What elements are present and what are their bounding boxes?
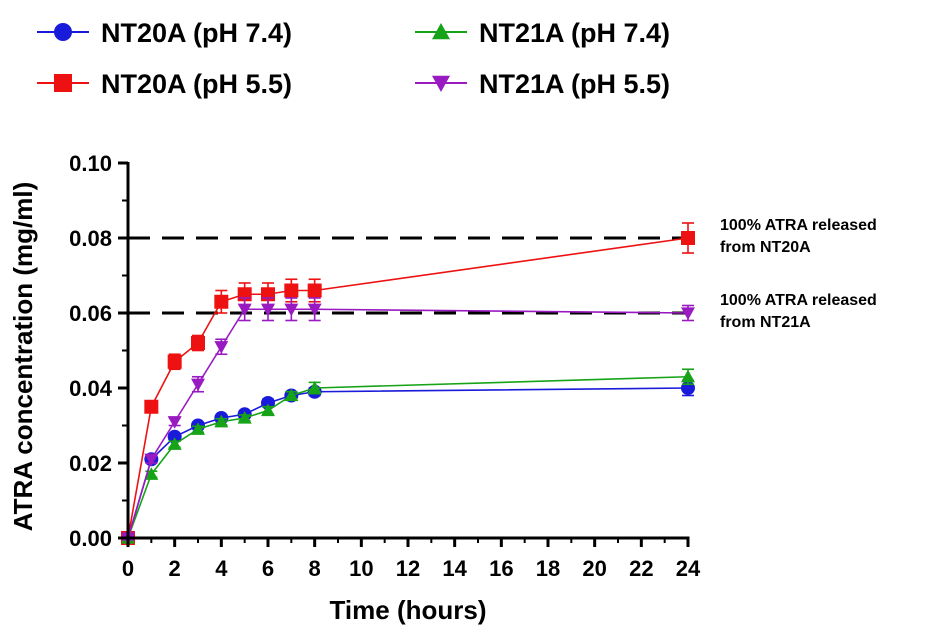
- legend-item: NT21A (pH 7.4): [415, 18, 670, 48]
- axes: 0 2 4 6 8 10 12 14 16 18 20 22 240.000.020.040.060.0…: [69, 151, 701, 581]
- reference-label: 100% ATRA released: [720, 292, 877, 309]
- data-point: [261, 303, 275, 317]
- data-point: [214, 414, 229, 428]
- y-tick-label: 0.08: [69, 226, 112, 251]
- legend-label: NT20A (pH 5.5): [101, 69, 292, 99]
- y-tick-label: 0.06: [69, 301, 112, 326]
- data-point: [191, 378, 205, 392]
- x-tick-label: 18: [536, 556, 560, 581]
- series: [121, 379, 695, 545]
- legend: NT20A (pH 7.4) NT20A (pH 5.5) NT21A (pH 7.…: [37, 18, 670, 99]
- data-point: [167, 437, 182, 450]
- data-point: [167, 416, 182, 429]
- annotations: 100% ATRA released from NT20A 100% ATRA re…: [720, 217, 877, 331]
- data-point: [307, 283, 322, 298]
- data-point: [681, 307, 695, 320]
- x-tick-label: 20: [582, 556, 606, 581]
- data-point: [284, 388, 299, 402]
- legend-marker: [432, 23, 450, 40]
- x-tick-label: 4: [215, 556, 228, 581]
- y-tick-label: 0.00: [69, 526, 112, 551]
- legend-label: NT21A (pH 7.4): [479, 18, 670, 48]
- data-point: [214, 341, 229, 354]
- reference-label: 100% ATRA released: [720, 217, 877, 234]
- legend-item: NT20A (pH 5.5): [37, 69, 292, 99]
- data-point: [144, 453, 159, 467]
- y-tick-label: 0.02: [69, 451, 112, 476]
- data-point: [307, 381, 322, 394]
- series-line: [127, 237, 689, 539]
- series: [121, 297, 695, 545]
- series-layer: [121, 222, 695, 545]
- data-point: [167, 429, 182, 444]
- data-point: [214, 294, 229, 309]
- x-tick-label: 10: [349, 556, 373, 581]
- series-line: [127, 375, 689, 539]
- legend-marker: [432, 75, 450, 92]
- data-point: [284, 283, 299, 298]
- legend-item: NT20A (pH 7.4): [37, 18, 292, 48]
- legend-marker: [54, 74, 72, 92]
- y-tick-label: 0.10: [69, 151, 112, 176]
- data-point: [167, 354, 182, 369]
- x-tick-label: 22: [629, 556, 653, 581]
- reference-label: from NT20A: [720, 239, 811, 256]
- x-axis-title: Time (hours): [330, 595, 487, 625]
- data-point: [681, 231, 695, 245]
- series: [121, 368, 695, 544]
- series-line: [127, 308, 689, 539]
- data-point: [237, 303, 252, 317]
- data-point: [284, 303, 299, 317]
- data-point: [237, 411, 252, 424]
- x-tick-label: 8: [309, 556, 321, 581]
- x-tick-label: 6: [262, 556, 274, 581]
- legend-label: NT20A (pH 7.4): [101, 18, 292, 48]
- data-point: [191, 336, 205, 350]
- x-tick-label: 14: [442, 556, 467, 581]
- series-line: [127, 387, 689, 539]
- x-tick-label: 24: [676, 556, 701, 581]
- legend-marker: [54, 23, 72, 41]
- legend-item: NT21A (pH 5.5): [415, 69, 670, 99]
- x-tick-label: 0: [122, 556, 134, 581]
- y-tick-label: 0.04: [69, 376, 113, 401]
- legend-label: NT21A (pH 5.5): [479, 69, 670, 99]
- x-tick-label: 16: [489, 556, 513, 581]
- reference-label: from NT21A: [720, 314, 811, 331]
- data-point: [144, 467, 159, 480]
- data-point: [307, 303, 322, 317]
- data-point: [261, 403, 275, 417]
- x-tick-label: 2: [169, 556, 181, 581]
- data-point: [191, 422, 205, 435]
- y-axis-title: ATRA concentration (mg/ml): [8, 182, 38, 532]
- data-point: [681, 369, 695, 383]
- series: [121, 222, 695, 545]
- reference-lines: [128, 236, 688, 315]
- x-tick-label: 12: [396, 556, 420, 581]
- data-point: [144, 399, 159, 414]
